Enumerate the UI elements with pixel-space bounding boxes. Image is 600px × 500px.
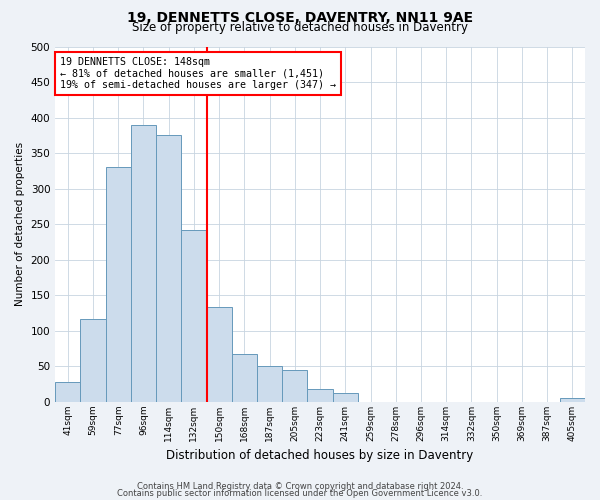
Bar	[106, 168, 131, 402]
Bar	[332, 393, 358, 402]
Bar	[80, 319, 106, 402]
Y-axis label: Number of detached properties: Number of detached properties	[15, 142, 25, 306]
Bar	[131, 124, 156, 402]
Bar	[257, 366, 282, 402]
Text: 19 DENNETTS CLOSE: 148sqm
← 81% of detached houses are smaller (1,451)
19% of se: 19 DENNETTS CLOSE: 148sqm ← 81% of detac…	[61, 57, 337, 90]
Text: Contains public sector information licensed under the Open Government Licence v3: Contains public sector information licen…	[118, 489, 482, 498]
Text: 19, DENNETTS CLOSE, DAVENTRY, NN11 9AE: 19, DENNETTS CLOSE, DAVENTRY, NN11 9AE	[127, 11, 473, 25]
Bar	[55, 382, 80, 402]
Bar	[307, 389, 332, 402]
Bar	[560, 398, 585, 402]
Text: Contains HM Land Registry data © Crown copyright and database right 2024.: Contains HM Land Registry data © Crown c…	[137, 482, 463, 491]
Bar	[206, 308, 232, 402]
Text: Size of property relative to detached houses in Daventry: Size of property relative to detached ho…	[132, 22, 468, 35]
Bar	[232, 354, 257, 402]
Bar	[282, 370, 307, 402]
X-axis label: Distribution of detached houses by size in Daventry: Distribution of detached houses by size …	[166, 450, 474, 462]
Bar	[156, 136, 181, 402]
Bar	[181, 230, 206, 402]
